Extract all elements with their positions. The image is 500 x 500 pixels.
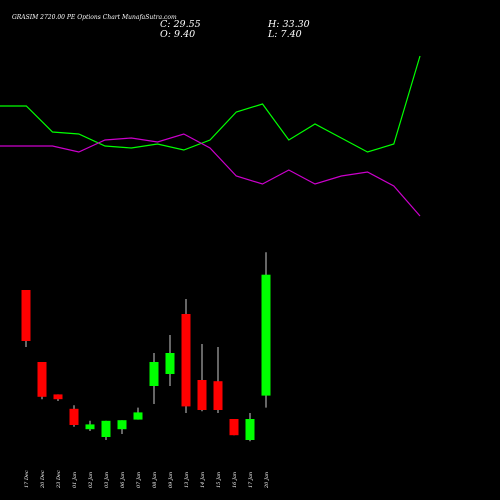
candle-body: [149, 362, 159, 386]
high-readout: H: 33.30: [267, 19, 310, 30]
x-tick-label: 13 Jan: [184, 472, 190, 488]
x-tick-label: 17 Jan: [248, 472, 254, 488]
indicator-line-1: [0, 55, 421, 153]
candle-body: [165, 353, 175, 374]
candle-body: [37, 362, 47, 397]
x-tick-label: 20 Jan: [264, 472, 270, 489]
x-tick-label: 16 Jan: [232, 472, 238, 488]
candle-body: [53, 394, 63, 400]
candle-body: [117, 420, 127, 430]
x-tick-label: 02 Jan: [88, 472, 94, 488]
x-tick-label: 07 Jan: [136, 472, 142, 488]
x-tick-label: 14 Jan: [200, 472, 206, 488]
chart-title: GRASIM 2720.00 PE Options Chart MunafaSu…: [12, 14, 177, 21]
x-tick-label: 09 Jan: [168, 472, 174, 488]
candle-body: [133, 412, 143, 420]
x-tick-label: 03 Jan: [104, 472, 110, 488]
candle-body: [69, 408, 79, 425]
x-tick-label: 06 Jan: [120, 472, 126, 488]
close-readout: C: 29.55: [160, 19, 201, 30]
x-tick-label: 08 Jan: [152, 472, 158, 488]
candle-body: [245, 419, 255, 440]
candle-body: [21, 290, 31, 341]
candle-body: [197, 380, 207, 410]
x-tick-label: 17 Dec: [24, 470, 30, 488]
x-tick-label: 20 Dec: [40, 470, 46, 489]
low-readout: L: 7.40: [267, 29, 302, 40]
candle-body: [85, 424, 95, 430]
x-tick-label: 01 Jan: [72, 472, 78, 488]
indicator-lines: [0, 55, 421, 217]
x-tick-label: 15 Jan: [216, 472, 222, 488]
candle-body: [101, 420, 111, 437]
x-tick-label: 23 Dec: [56, 470, 62, 489]
open-readout: O: 9.40: [160, 29, 195, 40]
indicator-line-2: [0, 133, 421, 217]
candle-body: [181, 314, 191, 407]
candlestick-series: [21, 252, 271, 442]
candle-body: [261, 274, 271, 396]
candle-body: [213, 381, 223, 410]
candle-body: [229, 419, 239, 436]
x-axis-tick-labels: 17 Dec 20 Dec 23 Dec 01 Jan 02 Jan 03 Jan 06 J…: [24, 470, 270, 489]
